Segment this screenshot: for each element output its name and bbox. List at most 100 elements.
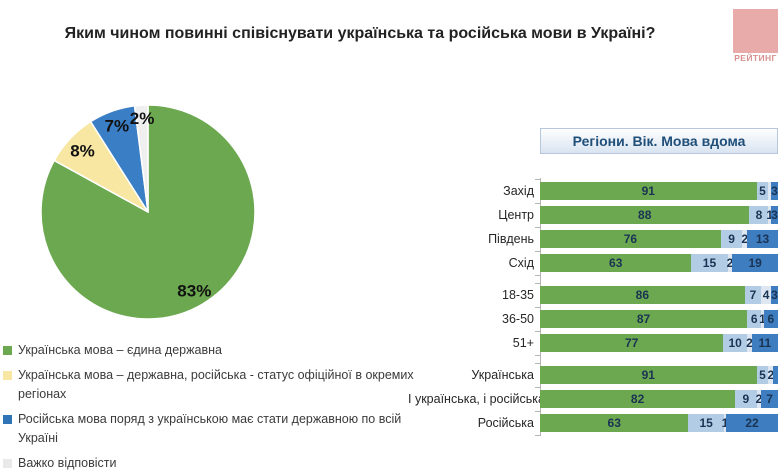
bar-segment-value: 87 (636, 312, 651, 326)
bar-segment-value: 15 (699, 416, 713, 430)
bar-segment: 22 (726, 414, 778, 432)
bar-segment: 3 (770, 182, 778, 200)
bar-row-label: Російська (477, 416, 534, 430)
bar-segment: 15 (688, 414, 724, 432)
axis-tick (535, 178, 540, 180)
rating-logo-label: РЕЙТИНГ (734, 53, 777, 63)
axis-tick (535, 410, 540, 412)
legend-item: Важко відповісти (3, 454, 433, 470)
bar-row: 36-50 87 6 1 6 (408, 306, 778, 328)
rating-logo (733, 9, 778, 53)
legend-label: Російська мова поряд з українською має с… (18, 412, 402, 445)
bar-segment: 1 (722, 414, 728, 432)
legend-label: Українська мова – державна, російська - … (18, 368, 414, 401)
bar-row: Українська 91 5 2 (408, 362, 778, 384)
bar-row: 51+ 77 10 2 11 (408, 330, 778, 356)
axis-tick (535, 226, 540, 228)
bar-segment-value: 10 (728, 336, 742, 350)
bar-segment-value: 6 (767, 312, 775, 326)
legend-swatch-icon (3, 346, 12, 355)
bar-segment-value: 3 (771, 288, 778, 302)
bar-segment-value: 3 (771, 184, 778, 198)
bar-segment-value: 13 (755, 232, 770, 246)
bar-segment: 2 (727, 254, 733, 272)
bar-segment: 7 (744, 286, 762, 304)
bar-segment: 86 (540, 286, 745, 304)
bar-row-label: 36-50 (502, 312, 534, 326)
axis-tick (535, 362, 540, 364)
bar-segment-value: 19 (748, 256, 762, 270)
bar-group-age: 18-35 86 7 4 3 36-50 87 6 1 6 51+ 77 10 2 11 (408, 282, 778, 356)
pie-slice (133, 104, 149, 213)
bar-segment (773, 366, 778, 384)
stacked-bar-chart: Захід 91 5 3 Центр 88 8 1 3 Південь 76 9 2 13 Схід 63 15… (408, 178, 778, 436)
pie-value-label: 2% (130, 109, 155, 128)
bar-segment: 13 (747, 230, 778, 248)
bar-row: Центр 88 8 1 3 (408, 202, 778, 224)
bar-segment-value: 82 (630, 392, 645, 406)
bar-segment: 5 (756, 182, 769, 200)
legend: Українська мова – єдина державна Українсь… (3, 341, 433, 470)
bar-segment-value: 1 (759, 312, 766, 326)
bar-track: 91 5 2 (540, 366, 778, 384)
bar-segment-value: 15 (702, 256, 717, 270)
bar-segment-value: 22 (745, 416, 759, 430)
bar-segment: 87 (540, 310, 748, 328)
axis-tick (535, 306, 540, 308)
pie-value-label: 83% (177, 281, 211, 300)
bar-row: Південь 76 9 2 13 (408, 226, 778, 248)
bar-segment-value: 5 (759, 368, 766, 382)
bar-segment: 5 (756, 366, 769, 384)
bar-row: Схід 63 15 2 19 (408, 250, 778, 276)
bar-segment-value: 11 (758, 336, 772, 350)
bar-segment: 76 (540, 230, 721, 248)
bar-segment: 77 (540, 334, 724, 352)
bar-segment: 3 (770, 206, 778, 224)
bar-track: 63 15 2 19 (540, 254, 778, 272)
legend-item: Російська мова поряд з українською має с… (3, 410, 433, 448)
bar-segment: 63 (540, 254, 692, 272)
legend-item: Українська мова – єдина державна (3, 341, 433, 360)
bar-segment: 4 (761, 286, 771, 304)
bar-segment-value: 91 (641, 368, 655, 382)
bar-segment: 3 (770, 286, 778, 304)
bar-row-label: Схід (508, 256, 534, 270)
bar-segment: 7 (761, 390, 778, 408)
bar-row: 18-35 86 7 4 3 (408, 282, 778, 304)
bar-track: 82 9 2 7 (540, 390, 778, 408)
bar-row-label: Українська (471, 368, 534, 382)
bar-segment: 11 (751, 334, 778, 352)
legend-label: Важко відповісти (18, 456, 117, 470)
bar-row-label: Південь (488, 232, 534, 246)
axis-tick (535, 354, 540, 356)
legend-swatch-icon (3, 415, 12, 424)
bar-segment-value: 6 (750, 312, 758, 326)
y-axis-line (540, 178, 541, 436)
axis-tick (535, 202, 540, 204)
bar-row-label: 18-35 (502, 288, 534, 302)
bar-segment: 91 (540, 366, 757, 384)
bar-segment: 91 (540, 182, 757, 200)
pie-chart: 83% 8% 7% 2% (40, 104, 256, 320)
axis-tick (535, 386, 540, 388)
bar-segment-value: 1 (766, 208, 773, 222)
bar-row: Захід 91 5 3 (408, 178, 778, 200)
legend-swatch-icon (3, 371, 12, 380)
bar-segment: 2 (756, 390, 762, 408)
bar-segment-value: 9 (742, 392, 750, 406)
bar-segment-value: 7 (749, 288, 757, 302)
bar-segment-value: 77 (624, 336, 639, 350)
bar-segment-value: 2 (746, 336, 753, 350)
bar-track: 88 8 1 3 (540, 206, 778, 224)
bar-segment: 6 (747, 310, 762, 328)
bar-segment-value: 2 (741, 232, 748, 246)
bar-segment: 9 (735, 390, 757, 408)
legend-label: Українська мова – єдина державна (18, 343, 222, 357)
page-title: Яким чином повинні співіснувати українсь… (64, 25, 656, 42)
axis-tick (535, 434, 540, 436)
bar-segment: 2 (741, 230, 748, 248)
bar-segment: 6 (763, 310, 778, 328)
bar-segment: 19 (732, 254, 778, 272)
bar-segment-value: 2 (767, 368, 775, 382)
axis-tick (535, 282, 540, 284)
